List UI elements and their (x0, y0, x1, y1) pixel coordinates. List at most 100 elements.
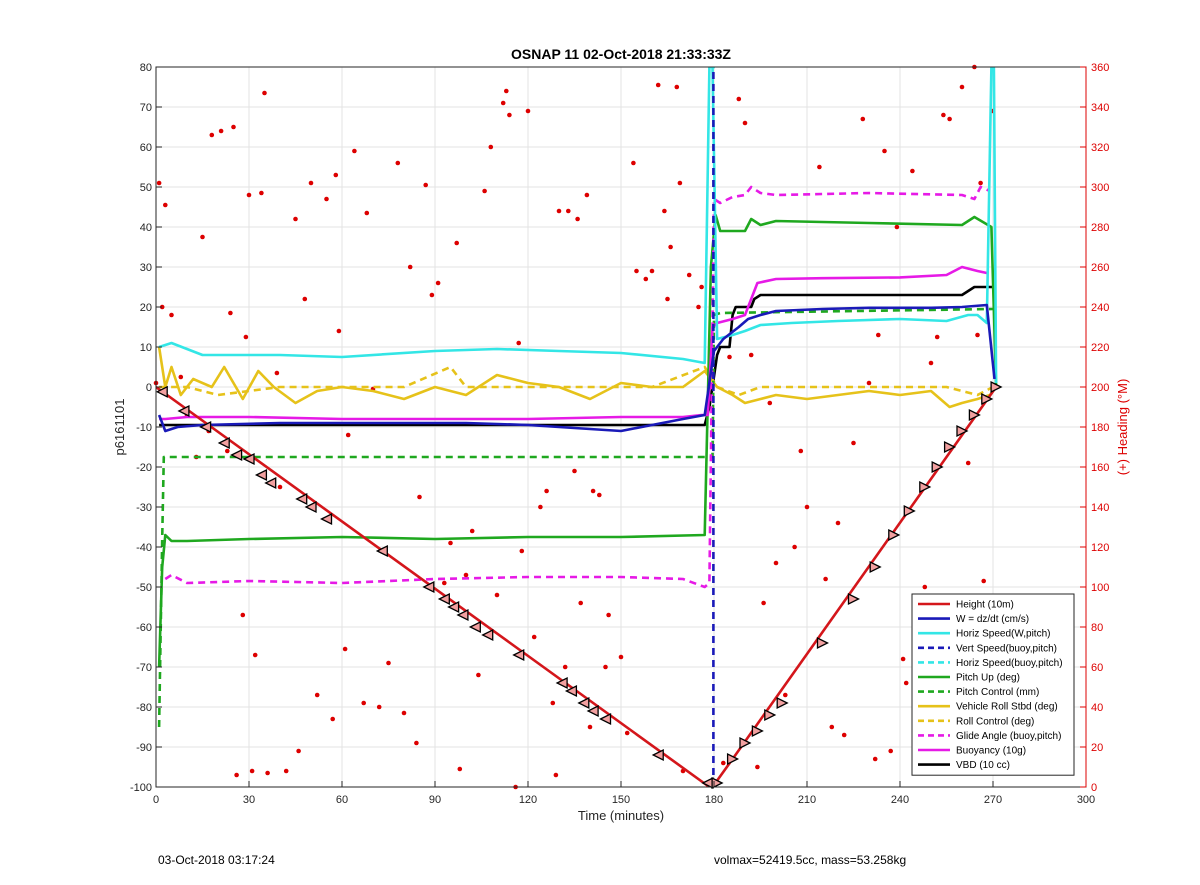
heading-point (981, 578, 986, 584)
heading-point (590, 488, 596, 494)
heading-point (293, 216, 298, 222)
heading-point (597, 492, 602, 498)
heading-point (249, 768, 255, 774)
heading-point (556, 208, 562, 214)
height-marker (177, 404, 190, 418)
heading-point (575, 216, 580, 222)
heading-point (333, 172, 339, 178)
x-tick-label: 300 (1077, 794, 1095, 806)
x-axis: 0 30 60 90 120 150 180 210 240 270 300 (153, 781, 1095, 806)
height-marker (943, 440, 957, 454)
height-marker (816, 636, 829, 650)
heading-point (336, 328, 342, 334)
heading-point (454, 240, 460, 246)
heading-point (386, 660, 391, 666)
x-tick-label: 180 (705, 794, 723, 806)
heading-point (804, 504, 810, 510)
heading-point (572, 468, 577, 474)
heading-point (482, 188, 487, 194)
height-marker (919, 480, 932, 494)
footer-volmax-mass: volmax=52419.5cc, mass=53.258kg (714, 853, 907, 867)
y2-tick-label: 360 (1091, 62, 1109, 74)
heading-point (866, 380, 872, 386)
heading-point (773, 560, 779, 566)
series-line (158, 67, 998, 384)
y2-tick-label: 20 (1091, 742, 1103, 754)
height-marker (739, 736, 752, 750)
heading-point (903, 680, 909, 686)
legend-entry: Vehicle Roll Stbd (deg) (956, 702, 1058, 713)
y2-tick-label: 320 (1091, 142, 1109, 154)
heading-point (169, 312, 174, 318)
heading-point (525, 108, 531, 114)
heading-point (469, 528, 475, 534)
legend-entry: Horiz Speed(W,pitch) (956, 629, 1050, 640)
x-tick-label: 150 (612, 794, 630, 806)
x-tick-label: 0 (153, 794, 159, 806)
heading-point (817, 164, 822, 170)
heading-point (476, 672, 481, 678)
x-tick-label: 90 (429, 794, 441, 806)
heading-point (314, 692, 320, 698)
height-marker (468, 620, 481, 634)
y2-tick-label: 260 (1091, 262, 1109, 274)
heading-point (209, 132, 215, 138)
height-marker (254, 468, 268, 482)
heading-point (578, 600, 583, 606)
legend-entry: Glide Angle (buoy,pitch) (956, 731, 1061, 742)
height-marker (155, 385, 168, 398)
heading-point (767, 400, 773, 406)
height-marker (320, 512, 333, 526)
heading-point (243, 334, 249, 340)
heading-point (463, 572, 469, 578)
series-line (157, 346, 998, 409)
y-axis-label: p6161101 (112, 399, 127, 456)
heading-point (352, 148, 357, 154)
heading-point (423, 182, 429, 188)
heading-point (342, 646, 348, 652)
heading-point (544, 488, 549, 494)
heading-point (851, 440, 856, 446)
heading-point (435, 280, 441, 286)
heading-point (500, 100, 506, 106)
heading-point (345, 432, 351, 438)
height-marker (456, 608, 469, 622)
heading-point (841, 732, 847, 738)
heading-point (922, 584, 928, 590)
heading-point (442, 580, 447, 586)
y-tick-label: -50 (136, 582, 152, 594)
series-line (156, 385, 998, 787)
heading-point (699, 284, 704, 290)
heading-point (259, 190, 264, 196)
y2-tick-label: 120 (1091, 542, 1109, 554)
heading-point (947, 116, 952, 122)
heading-point (696, 304, 701, 310)
height-marker (375, 544, 388, 558)
y2-tick-label: 300 (1091, 182, 1109, 194)
heading-point (274, 370, 280, 376)
heading-point (721, 760, 726, 766)
y-tick-label: -60 (136, 622, 152, 634)
heading-point (504, 88, 509, 94)
heading-point (888, 748, 893, 754)
heading-point (234, 772, 239, 778)
series-line (159, 265, 988, 421)
y2-tick-label: 240 (1091, 302, 1109, 314)
height-marker (437, 592, 450, 606)
height-marker (711, 776, 724, 790)
heading-point (835, 520, 841, 526)
heading-point (665, 296, 670, 302)
series-layer (156, 67, 998, 787)
heading-point (240, 612, 246, 618)
heading-point (488, 144, 494, 150)
heading-point (308, 180, 314, 186)
heading-point (876, 332, 881, 338)
heading-point (736, 96, 742, 102)
y-tick-label: 0 (146, 382, 152, 394)
heading-point (376, 704, 382, 710)
heading-point (448, 540, 453, 546)
y-tick-label: -30 (136, 502, 152, 514)
legend-box (911, 593, 1075, 776)
heading-point (792, 544, 797, 550)
